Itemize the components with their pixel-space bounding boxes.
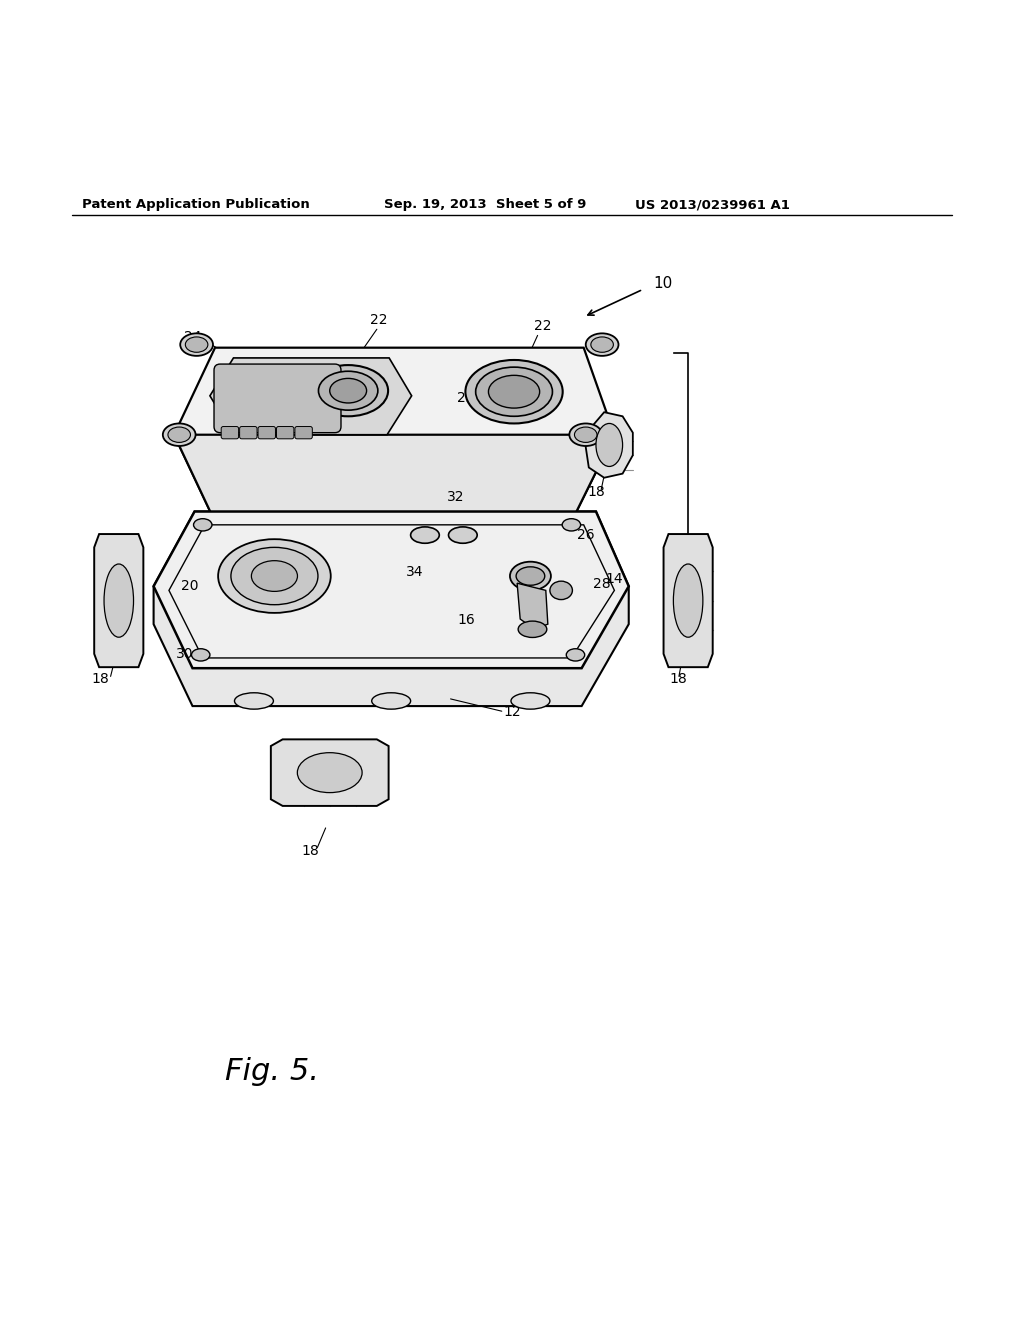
- Ellipse shape: [550, 581, 572, 599]
- FancyBboxPatch shape: [214, 364, 341, 433]
- Ellipse shape: [518, 622, 547, 638]
- Text: 28: 28: [593, 577, 611, 591]
- Text: 12: 12: [503, 705, 521, 719]
- Text: 16: 16: [457, 614, 475, 627]
- FancyBboxPatch shape: [276, 426, 294, 438]
- Text: 24: 24: [183, 330, 202, 343]
- Ellipse shape: [231, 548, 317, 605]
- Ellipse shape: [586, 334, 618, 356]
- Ellipse shape: [596, 424, 623, 466]
- Text: 14: 14: [605, 572, 624, 586]
- Text: 18: 18: [587, 486, 605, 499]
- Ellipse shape: [591, 337, 613, 352]
- Polygon shape: [586, 412, 633, 478]
- Text: 20: 20: [180, 579, 199, 594]
- Ellipse shape: [449, 527, 477, 544]
- Polygon shape: [174, 434, 614, 521]
- Ellipse shape: [318, 371, 378, 411]
- Text: Fig. 5.: Fig. 5.: [225, 1057, 319, 1086]
- Polygon shape: [664, 535, 713, 667]
- Ellipse shape: [191, 648, 210, 661]
- Text: 10: 10: [653, 276, 673, 290]
- Ellipse shape: [104, 564, 133, 638]
- Ellipse shape: [516, 566, 545, 585]
- Text: 22: 22: [370, 313, 388, 327]
- Text: 18: 18: [301, 843, 319, 858]
- Ellipse shape: [562, 519, 581, 531]
- Ellipse shape: [411, 527, 439, 544]
- FancyBboxPatch shape: [221, 426, 239, 438]
- Text: 18: 18: [669, 672, 687, 685]
- Polygon shape: [174, 347, 614, 521]
- Text: 30: 30: [175, 647, 194, 661]
- Text: 22: 22: [534, 319, 552, 333]
- Text: 32: 32: [446, 490, 465, 504]
- Ellipse shape: [168, 428, 190, 442]
- Polygon shape: [270, 739, 389, 807]
- FancyBboxPatch shape: [240, 426, 257, 438]
- Ellipse shape: [297, 752, 362, 792]
- Ellipse shape: [510, 562, 551, 590]
- Polygon shape: [154, 512, 629, 668]
- Text: 22: 22: [216, 546, 234, 561]
- Ellipse shape: [185, 337, 208, 352]
- Text: US 2013/0239961 A1: US 2013/0239961 A1: [635, 198, 790, 211]
- Ellipse shape: [194, 519, 212, 531]
- Ellipse shape: [566, 648, 585, 661]
- Text: 22: 22: [457, 391, 475, 405]
- Text: 26: 26: [577, 528, 595, 543]
- Ellipse shape: [674, 564, 702, 638]
- FancyBboxPatch shape: [258, 426, 275, 438]
- Ellipse shape: [569, 424, 602, 446]
- FancyBboxPatch shape: [295, 426, 312, 438]
- Ellipse shape: [475, 367, 553, 416]
- Text: Sep. 19, 2013  Sheet 5 of 9: Sep. 19, 2013 Sheet 5 of 9: [384, 198, 587, 211]
- Ellipse shape: [252, 561, 298, 591]
- Ellipse shape: [163, 424, 196, 446]
- Polygon shape: [210, 358, 412, 434]
- Ellipse shape: [308, 366, 388, 416]
- Ellipse shape: [465, 360, 563, 424]
- Ellipse shape: [511, 693, 550, 709]
- Text: 22: 22: [457, 528, 475, 543]
- Ellipse shape: [218, 539, 331, 612]
- Ellipse shape: [180, 334, 213, 356]
- Ellipse shape: [372, 693, 411, 709]
- Ellipse shape: [234, 693, 273, 709]
- Polygon shape: [94, 535, 143, 667]
- Text: 34: 34: [406, 565, 424, 579]
- Ellipse shape: [488, 375, 540, 408]
- Text: 22: 22: [224, 528, 243, 543]
- Polygon shape: [154, 512, 629, 706]
- Text: 18: 18: [91, 672, 110, 685]
- Text: Patent Application Publication: Patent Application Publication: [82, 198, 309, 211]
- Polygon shape: [517, 583, 548, 630]
- Ellipse shape: [330, 379, 367, 403]
- Ellipse shape: [574, 428, 597, 442]
